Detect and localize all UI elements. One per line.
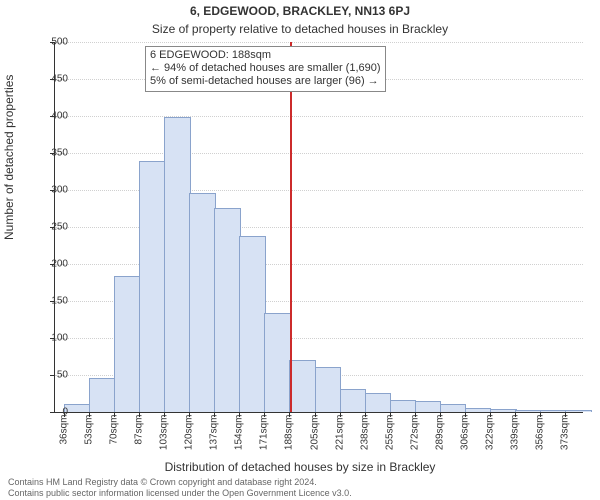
annotation-box: 6 EDGEWOOD: 188sqm← 94% of detached hous… [145,46,386,92]
y-tick-label: 0 [62,407,68,418]
histogram-bar [315,367,342,412]
x-tick-label: 272sqm [409,415,420,451]
y-tick-label: 200 [51,259,68,270]
x-tick-label: 53sqm [83,415,94,445]
x-tick-label: 238sqm [359,415,370,451]
gridline [55,227,583,228]
y-tick-label: 250 [51,222,68,233]
gridline [55,264,583,265]
x-tick-label: 103sqm [159,415,170,451]
histogram-plot: 36sqm53sqm70sqm87sqm103sqm120sqm137sqm15… [54,42,583,413]
histogram-bar [114,276,141,412]
x-tick-label: 36sqm [58,415,69,445]
gridline [55,190,583,191]
histogram-bar [565,410,592,412]
footer-line-1: Contains HM Land Registry data © Crown c… [8,477,592,487]
x-tick-label: 154sqm [234,415,245,451]
histogram-bar [465,408,492,412]
x-tick-label: 322sqm [484,415,495,451]
y-tick-label: 150 [51,296,68,307]
y-tick-label: 350 [51,148,68,159]
histogram-bar [139,161,166,412]
histogram-bar [515,410,542,412]
y-axis-label: Number of detached properties [2,75,16,240]
histogram-bar [390,400,417,412]
x-tick-label: 356sqm [535,415,546,451]
x-tick-label: 87sqm [134,415,145,445]
y-tick-label: 450 [51,74,68,85]
y-tick-mark [50,412,55,413]
y-tick-label: 500 [51,37,68,48]
x-tick-label: 255sqm [384,415,395,451]
histogram-bar [415,401,442,412]
histogram-bar [264,313,291,412]
y-tick-label: 400 [51,111,68,122]
y-tick-mark [50,375,55,376]
x-tick-label: 70sqm [109,415,120,445]
histogram-bar [239,236,266,412]
gridline [55,153,583,154]
histogram-bar [540,410,567,412]
footer-attribution: Contains HM Land Registry data © Crown c… [8,477,592,498]
histogram-bar [189,193,216,412]
gridline [55,42,583,43]
x-tick-label: 373sqm [560,415,571,451]
y-tick-label: 100 [51,333,68,344]
x-tick-label: 137sqm [209,415,220,451]
histogram-bar [214,208,241,413]
y-tick-label: 300 [51,185,68,196]
x-tick-label: 205sqm [309,415,320,451]
histogram-bar [340,389,367,412]
histogram-bar [89,378,116,412]
x-tick-label: 289sqm [434,415,445,451]
y-tick-label: 50 [57,370,68,381]
gridline [55,116,583,117]
x-tick-label: 221sqm [334,415,345,451]
x-axis-label: Distribution of detached houses by size … [0,460,600,474]
page-title: 6, EDGEWOOD, BRACKLEY, NN13 6PJ [0,4,600,18]
x-tick-label: 339sqm [510,415,521,451]
marker-line [290,42,292,412]
x-tick-label: 188sqm [284,415,295,451]
annotation-line: 6 EDGEWOOD: 188sqm [150,49,381,62]
chart-subtitle: Size of property relative to detached ho… [0,22,600,36]
x-tick-label: 306sqm [459,415,470,451]
annotation-line: 5% of semi-detached houses are larger (9… [150,75,381,88]
histogram-bar [440,404,467,412]
footer-line-2: Contains public sector information licen… [8,488,592,498]
histogram-bar [490,409,517,412]
x-tick-label: 120sqm [184,415,195,451]
histogram-bar [164,117,191,412]
x-tick-label: 171sqm [259,415,270,451]
annotation-line: ← 94% of detached houses are smaller (1,… [150,62,381,75]
histogram-bar [289,360,316,412]
histogram-bar [365,393,392,413]
